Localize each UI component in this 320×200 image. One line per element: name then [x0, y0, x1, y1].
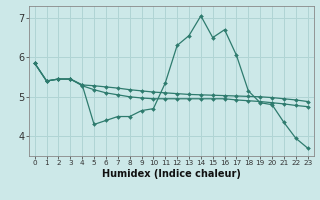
X-axis label: Humidex (Indice chaleur): Humidex (Indice chaleur) — [102, 169, 241, 179]
